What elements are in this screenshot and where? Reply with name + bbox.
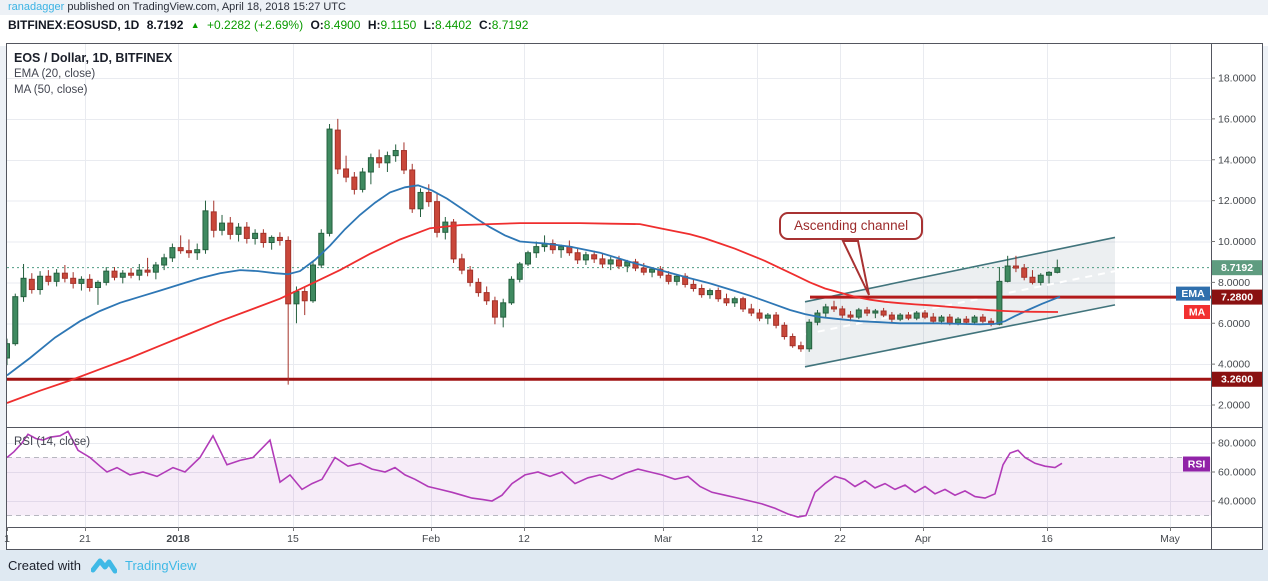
tradingview-logo-icon	[90, 558, 117, 574]
resistance-badge	[1212, 289, 1262, 305]
price-axis-label: 18.0000	[1218, 73, 1256, 85]
channel-midline	[804, 270, 1116, 336]
rsi-badge	[1183, 456, 1210, 472]
chart-borders	[6, 43, 1263, 550]
close-value: 8.7192	[491, 18, 529, 32]
last-price: 8.7192	[146, 18, 184, 32]
price-axis-label: 14.0000	[1218, 154, 1256, 166]
tradingview-brand-link[interactable]: TradingView	[124, 558, 197, 573]
publish-bar: ranadagger published on TradingView.com,…	[0, 0, 1268, 16]
time-axis-label: 15	[287, 533, 299, 545]
price-change: +0.2282 (+2.69%)	[207, 18, 304, 32]
ema-line[interactable]	[7, 184, 1061, 377]
svg-text:EMA: EMA	[1181, 288, 1205, 300]
low-value: 8.4402	[434, 18, 472, 32]
time-axis-label: Mar	[654, 533, 673, 545]
rsi-line[interactable]	[7, 430, 1063, 518]
ma-line[interactable]	[7, 222, 1059, 404]
time-axis-label: 2018	[166, 533, 190, 545]
price-axis-label: 4.0000	[1218, 359, 1250, 371]
rsi-legend[interactable]: RSI (14, close)	[14, 436, 91, 448]
time-axis-label: 1	[4, 533, 10, 545]
ema-badge	[1176, 286, 1210, 301]
svg-text:8.7192: 8.7192	[1221, 262, 1253, 274]
price-axis-label: 16.0000	[1218, 113, 1256, 125]
time-axis-label: 12	[751, 533, 763, 545]
svg-text:MA: MA	[1189, 307, 1206, 319]
ascending-channel-callout[interactable]: Ascending channel	[779, 212, 924, 240]
ma-badge	[1184, 305, 1210, 320]
chart-legend: EOS / Dollar, 1D, BITFINEX EMA (20, clos…	[14, 50, 172, 98]
svg-text:3.2600: 3.2600	[1221, 374, 1253, 386]
open-label: O:	[310, 18, 324, 32]
close-label: C:	[479, 18, 492, 32]
support-badge	[1212, 371, 1262, 387]
price-axis-label: 12.0000	[1218, 195, 1256, 207]
publish-text: published on TradingView.com, April 18, …	[64, 1, 346, 13]
footer-bar: Created with TradingView	[0, 550, 1268, 581]
high-label: H:	[367, 18, 381, 32]
last-price-badge	[1212, 260, 1262, 276]
callout-tail	[841, 240, 870, 296]
time-axis-label: May	[1160, 533, 1181, 545]
svg-text:RSI: RSI	[1188, 459, 1206, 471]
price-axis-label: 6.0000	[1218, 318, 1250, 330]
rsi-band	[7, 457, 1211, 516]
time-axis-label: 12	[518, 533, 530, 545]
legend-ema[interactable]: EMA (20, close)	[14, 68, 96, 80]
time-axis-label: 16	[1041, 533, 1053, 545]
low-label: L:	[423, 18, 435, 32]
price-axis-label: 2.0000	[1218, 400, 1250, 412]
up-triangle-icon: ▲	[190, 20, 200, 30]
created-with-text: Created with	[8, 558, 81, 573]
price-axis-label: 40.0000	[1218, 496, 1256, 508]
high-value: 9.1150	[380, 18, 417, 32]
price-axis-label: 10.0000	[1218, 236, 1256, 248]
open-value: 8.4900	[323, 18, 361, 32]
time-axis-label: Apr	[915, 533, 932, 545]
time-axis-label: 21	[79, 533, 91, 545]
symbol-bar: BITFINEX:EOSUSD, 1D 8.7192 ▲ +0.2282 (+2…	[0, 15, 1268, 46]
time-axis-label: Feb	[422, 533, 440, 545]
svg-text:7.2800: 7.2800	[1221, 292, 1253, 304]
price-axis-label: 60.0000	[1218, 467, 1256, 479]
chart-title[interactable]: EOS / Dollar, 1D, BITFINEX	[14, 51, 173, 65]
symbol-name[interactable]: BITFINEX:EOSUSD, 1D	[8, 18, 140, 32]
price-axis-label: 8.0000	[1218, 277, 1250, 289]
username-link[interactable]: ranadagger	[8, 1, 65, 13]
time-axis-label: 22	[834, 533, 846, 545]
price-axis-label: 80.0000	[1218, 438, 1256, 450]
gridlines	[7, 44, 1211, 527]
legend-ma[interactable]: MA (50, close)	[14, 84, 88, 96]
